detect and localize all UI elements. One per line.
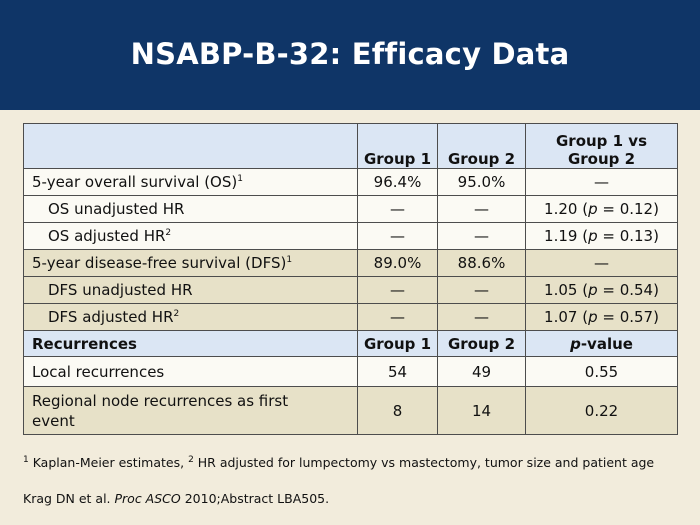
recurrences-pvalue-header: p-value bbox=[525, 330, 678, 357]
os-unadj-label: OS unadjusted HR bbox=[23, 195, 358, 223]
os-unadj-g2: — bbox=[437, 195, 526, 223]
os-footnote-ref: 1 bbox=[237, 174, 243, 184]
source-suffix: 2010;Abstract LBA505. bbox=[180, 491, 330, 506]
table-row: DFS adjusted HR2 — — 1.07 (p = 0.57) bbox=[23, 303, 678, 331]
os-g1: 96.4% bbox=[357, 168, 438, 196]
header-group1: Group 1 bbox=[357, 123, 438, 169]
header-blank-cell bbox=[23, 123, 358, 169]
dfs-adj-p: p bbox=[588, 308, 598, 326]
dfs-label-cell: 5-year disease-free survival (DFS)1 bbox=[23, 249, 358, 277]
dfs-footnote-ref: 1 bbox=[286, 255, 293, 265]
os-adj-label-cell: OS adjusted HR2 bbox=[23, 222, 358, 250]
dfs-adj-label-cell: DFS adjusted HR2 bbox=[23, 303, 358, 331]
dfs-unadj-g1: — bbox=[357, 276, 438, 304]
footnote-ref-1: 1 bbox=[23, 455, 29, 465]
efficacy-table: Group 1 Group 2 Group 1 vs Group 2 5-yea… bbox=[23, 123, 678, 435]
os-label: 5-year overall survival (OS) bbox=[32, 173, 238, 191]
footnote-text-2: HR adjusted for lumpectomy vs mastectomy… bbox=[193, 455, 655, 471]
dfs-adj-cmp: 1.07 ( bbox=[544, 308, 589, 326]
table-row: OS unadjusted HR — — 1.20 (p = 0.12) bbox=[23, 195, 678, 223]
dfs-unadj-p: p bbox=[588, 281, 598, 299]
regional-label: Regional node recurrences as first event bbox=[23, 386, 358, 435]
table-row: OS adjusted HR2 — — 1.19 (p = 0.13) bbox=[23, 222, 678, 250]
os-unadj-cmp-cell: 1.20 (p = 0.12) bbox=[525, 195, 678, 223]
footnote: 1 Kaplan-Meier estimates, 2 HR adjusted … bbox=[23, 452, 683, 471]
os-adj-footnote-ref: 2 bbox=[165, 228, 172, 238]
os-adj-cmp-cell: 1.19 (p = 0.13) bbox=[525, 222, 678, 250]
source-citation: Krag DN et al. Proc ASCO 2010;Abstract L… bbox=[23, 491, 329, 506]
local-g1: 54 bbox=[357, 356, 438, 387]
slide-title: NSABP-B-32: Efficacy Data bbox=[130, 37, 570, 71]
pvalue-rest: -value bbox=[580, 334, 633, 353]
table-row: Local recurrences 54 49 0.55 bbox=[23, 356, 678, 387]
os-adj-tail: = 0.13) bbox=[597, 227, 659, 245]
os-adj-g1: — bbox=[357, 222, 438, 250]
os-unadj-cmp: 1.20 ( bbox=[544, 200, 589, 218]
table-row: Regional node recurrences as first event… bbox=[23, 386, 678, 435]
source-prefix: Krag DN et al. bbox=[23, 491, 115, 506]
dfs-unadj-cmp-cell: 1.05 (p = 0.54) bbox=[525, 276, 678, 304]
dfs-g2: 88.6% bbox=[437, 249, 526, 277]
dfs-adj-cmp-cell: 1.07 (p = 0.57) bbox=[525, 303, 678, 331]
os-adj-cmp: 1.19 ( bbox=[544, 227, 589, 245]
recurrences-label: Recurrences bbox=[23, 330, 358, 357]
header-group2: Group 2 bbox=[437, 123, 526, 169]
recurrences-header-row: Recurrences Group 1 Group 2 p-value bbox=[23, 330, 678, 357]
dfs-unadj-label: DFS unadjusted HR bbox=[23, 276, 358, 304]
table-row: 5-year disease-free survival (DFS)1 89.0… bbox=[23, 249, 678, 277]
dfs-adj-tail: = 0.57) bbox=[597, 308, 659, 326]
dfs-cmp: — bbox=[525, 249, 678, 277]
dfs-unadj-tail: = 0.54) bbox=[597, 281, 659, 299]
os-unadj-g1: — bbox=[357, 195, 438, 223]
table-header-row: Group 1 Group 2 Group 1 vs Group 2 bbox=[23, 123, 678, 169]
local-p: 0.55 bbox=[525, 356, 678, 387]
dfs-adj-g1: — bbox=[357, 303, 438, 331]
os-adj-label: OS adjusted HR bbox=[48, 227, 166, 245]
title-banner bbox=[0, 0, 700, 110]
footnote-text-1: Kaplan-Meier estimates, bbox=[28, 455, 189, 471]
dfs-adj-g2: — bbox=[437, 303, 526, 331]
pvalue-italic: p bbox=[570, 334, 581, 353]
os-adj-p: p bbox=[588, 227, 598, 245]
local-g2: 49 bbox=[437, 356, 526, 387]
dfs-unadj-cmp: 1.05 ( bbox=[544, 281, 589, 299]
regional-g1: 8 bbox=[357, 386, 438, 435]
recurrences-group1: Group 1 bbox=[357, 330, 438, 357]
dfs-g1: 89.0% bbox=[357, 249, 438, 277]
footnote-ref-2: 2 bbox=[188, 455, 194, 465]
table-row: 5-year overall survival (OS)1 96.4% 95.0… bbox=[23, 168, 678, 196]
dfs-unadj-g2: — bbox=[437, 276, 526, 304]
header-compare: Group 1 vs Group 2 bbox=[525, 123, 678, 169]
os-unadj-p: p bbox=[588, 200, 598, 218]
os-unadj-tail: = 0.12) bbox=[597, 200, 659, 218]
table-row: DFS unadjusted HR — — 1.05 (p = 0.54) bbox=[23, 276, 678, 304]
os-adj-g2: — bbox=[437, 222, 526, 250]
os-label-cell: 5-year overall survival (OS)1 bbox=[23, 168, 358, 196]
regional-p: 0.22 bbox=[525, 386, 678, 435]
recurrences-group2: Group 2 bbox=[437, 330, 526, 357]
source-journal: Proc ASCO bbox=[114, 491, 181, 506]
dfs-adj-label: DFS adjusted HR bbox=[48, 308, 174, 326]
os-cmp: — bbox=[525, 168, 678, 196]
os-g2: 95.0% bbox=[437, 168, 526, 196]
dfs-adj-footnote-ref: 2 bbox=[173, 309, 180, 319]
dfs-label: 5-year disease-free survival (DFS) bbox=[32, 254, 287, 272]
regional-g2: 14 bbox=[437, 386, 526, 435]
local-label: Local recurrences bbox=[23, 356, 358, 387]
